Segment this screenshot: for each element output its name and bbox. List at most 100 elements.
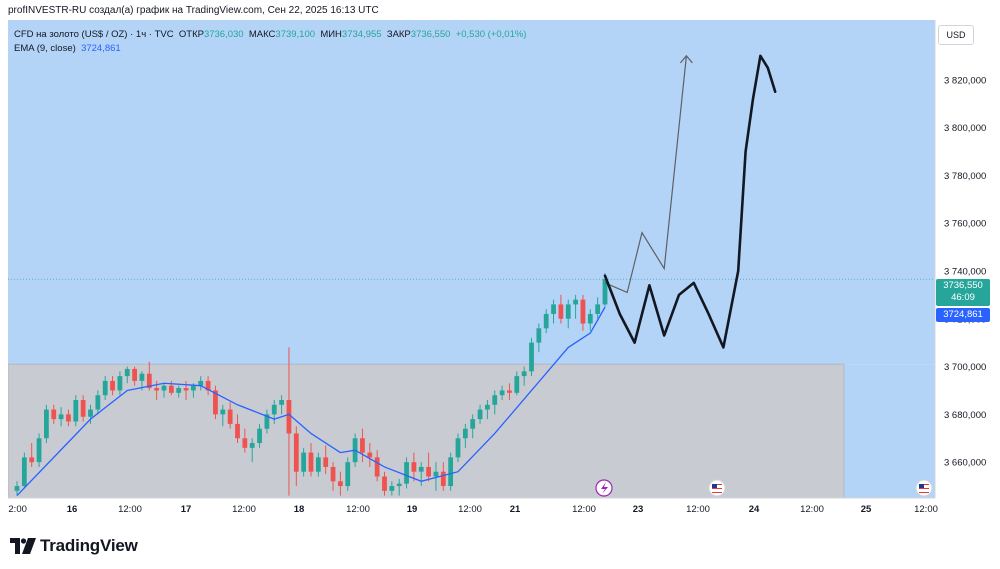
candle — [418, 462, 424, 487]
candle — [286, 347, 292, 496]
currency-button[interactable]: USD — [938, 25, 974, 45]
candle — [382, 471, 387, 496]
legend-ema-value: 3724,861 — [81, 43, 121, 54]
candle-body — [154, 388, 160, 391]
candle-body — [110, 380, 115, 391]
candle — [485, 400, 490, 420]
ema-price-value: 3724,861 — [943, 309, 983, 320]
candle — [477, 404, 483, 424]
last-price-value: 3736,550 — [943, 280, 983, 291]
candle — [565, 299, 571, 329]
legend-change: +0,530 (+0,01%) — [455, 29, 527, 40]
candle — [338, 471, 343, 496]
candle-body — [198, 380, 204, 386]
candle-body — [404, 462, 409, 484]
x-tick-label: 12:00 — [118, 504, 142, 515]
candle-body — [249, 443, 255, 448]
candle — [455, 433, 461, 463]
tradingview-logo[interactable]: TradingView — [10, 536, 138, 556]
candle-body — [565, 304, 571, 319]
x-tick-label: 12:00 — [800, 504, 824, 515]
legend-low: 3734,955 — [341, 29, 382, 40]
y-tick-label: 3 820,000 — [944, 75, 986, 86]
candle-body — [580, 299, 586, 324]
flag-canton — [712, 484, 717, 488]
chart-legend: CFD на золото (US$ / OZ) · 1ч · TVC ОТКР… — [14, 28, 526, 56]
candle-body — [301, 452, 307, 472]
legend-open: 3736,030 — [203, 29, 244, 40]
candle — [389, 481, 395, 496]
candle-body — [191, 385, 196, 391]
candle — [345, 457, 351, 491]
candle — [521, 366, 527, 386]
candle — [205, 376, 211, 396]
y-tick-label: 3 760,000 — [944, 219, 986, 230]
legend-ema-label[interactable]: EMA (9, close) — [14, 43, 76, 54]
candle — [308, 443, 314, 477]
candle — [558, 294, 564, 324]
candle-body — [44, 409, 49, 439]
candle-body — [88, 409, 93, 417]
y-tick-label: 3 800,000 — [944, 123, 986, 134]
candle-body — [102, 380, 108, 396]
candle — [404, 457, 409, 489]
price-chart[interactable]: 3 820,000 3 800,000 3 780,000 3 760,000 3 74… — [3, 20, 992, 520]
candle-body — [426, 466, 431, 477]
legend-ema-row: EMA (9, close) 3724,861 — [14, 42, 526, 56]
chart-area[interactable]: 3 820,000 3 800,000 3 780,000 3 760,000 3 74… — [3, 20, 992, 520]
x-tick-label: 12:00 — [914, 504, 938, 515]
candle — [315, 452, 321, 477]
range-box — [7, 363, 845, 499]
candle-body — [183, 388, 189, 391]
legend-symbol[interactable]: CFD на золото (US$ / OZ) · 1ч · TVC — [14, 29, 174, 40]
candle — [293, 426, 299, 487]
candle-body — [14, 486, 20, 491]
candle-body — [448, 457, 454, 487]
candle — [213, 385, 218, 420]
candle-body — [95, 395, 101, 410]
candle-body — [271, 404, 277, 415]
candle — [44, 404, 49, 444]
candle-body — [176, 388, 182, 393]
candle-body — [521, 371, 527, 377]
y-tick-label: 3 700,000 — [944, 362, 986, 373]
candle — [374, 450, 380, 482]
candle-body — [66, 414, 71, 422]
chart-caption: profINVESTR-RU создал(а) график на Tradi… — [8, 5, 379, 16]
candle — [440, 462, 446, 491]
candle — [257, 423, 262, 448]
candle — [279, 395, 284, 415]
candle-body — [308, 452, 314, 472]
candle-body — [124, 368, 130, 377]
candle-body — [367, 452, 373, 458]
flag-stripe — [919, 492, 929, 493]
y-tick-label: 3 660,000 — [944, 458, 986, 469]
candle — [95, 390, 101, 415]
us-flag-event-icon — [708, 479, 726, 497]
y-tick-label: 3 780,000 — [944, 171, 986, 182]
candle — [249, 438, 255, 463]
candle-body — [382, 476, 387, 491]
ema-price-tag: 3724,861 — [936, 308, 990, 322]
candle-body — [389, 486, 395, 491]
candle-body — [264, 414, 270, 429]
x-tick-label: 25 — [861, 504, 872, 515]
candle — [264, 409, 270, 434]
candle-body — [602, 279, 608, 305]
candle — [323, 445, 329, 475]
candle-body — [360, 438, 365, 453]
x-tick-label: 12:00 — [686, 504, 710, 515]
forecast-arrow — [604, 55, 687, 294]
flag-stripe — [712, 492, 722, 493]
bar-countdown: 46:09 — [951, 292, 975, 303]
candle-body — [315, 457, 321, 472]
candle-body — [345, 462, 351, 487]
candle-body — [139, 373, 145, 381]
y-tick-label: 3 680,000 — [944, 410, 986, 421]
candle — [360, 428, 365, 463]
candle — [330, 462, 336, 491]
candle-body — [257, 428, 262, 444]
candle — [536, 323, 542, 353]
x-tick-label: 12:00 — [458, 504, 482, 515]
candle — [73, 395, 79, 427]
